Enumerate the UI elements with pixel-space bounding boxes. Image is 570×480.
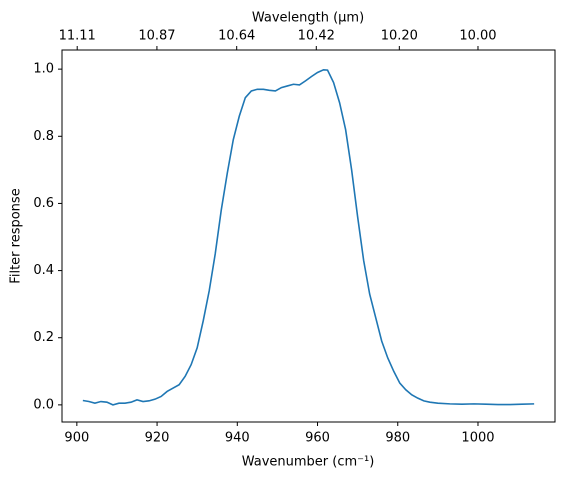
x-tick-label: 900 (64, 431, 89, 446)
y-tick-label: 0.2 (33, 330, 54, 345)
response-line (82, 68, 535, 406)
top-tick-label: 10.64 (218, 29, 255, 44)
top-tick-label: 10.42 (298, 29, 335, 44)
y-axis-label: Filter response (9, 188, 24, 283)
x-axis-label: Wavenumber (cm⁻¹) (242, 455, 375, 470)
top-tick-label: 10.87 (138, 29, 175, 44)
x-tick-label: 940 (225, 431, 250, 446)
x-tick-label: 1000 (461, 431, 494, 446)
plot-frame (61, 49, 556, 423)
x-tick-label: 980 (385, 431, 410, 446)
top-tick-label: 10.20 (381, 29, 418, 44)
top-tick-label: 11.11 (59, 29, 96, 44)
y-tick-label: 0.4 (33, 263, 54, 278)
y-tick-label: 0.6 (33, 196, 54, 211)
x-tick-label: 960 (305, 431, 330, 446)
y-tick-label: 0.0 (33, 397, 54, 412)
top-tick-label: 10.00 (459, 29, 496, 44)
y-tick-label: 0.8 (33, 129, 54, 144)
x-tick-label: 920 (145, 431, 170, 446)
y-tick-label: 1.0 (33, 62, 54, 77)
top-axis-label: Wavelength (μm) (252, 11, 364, 26)
